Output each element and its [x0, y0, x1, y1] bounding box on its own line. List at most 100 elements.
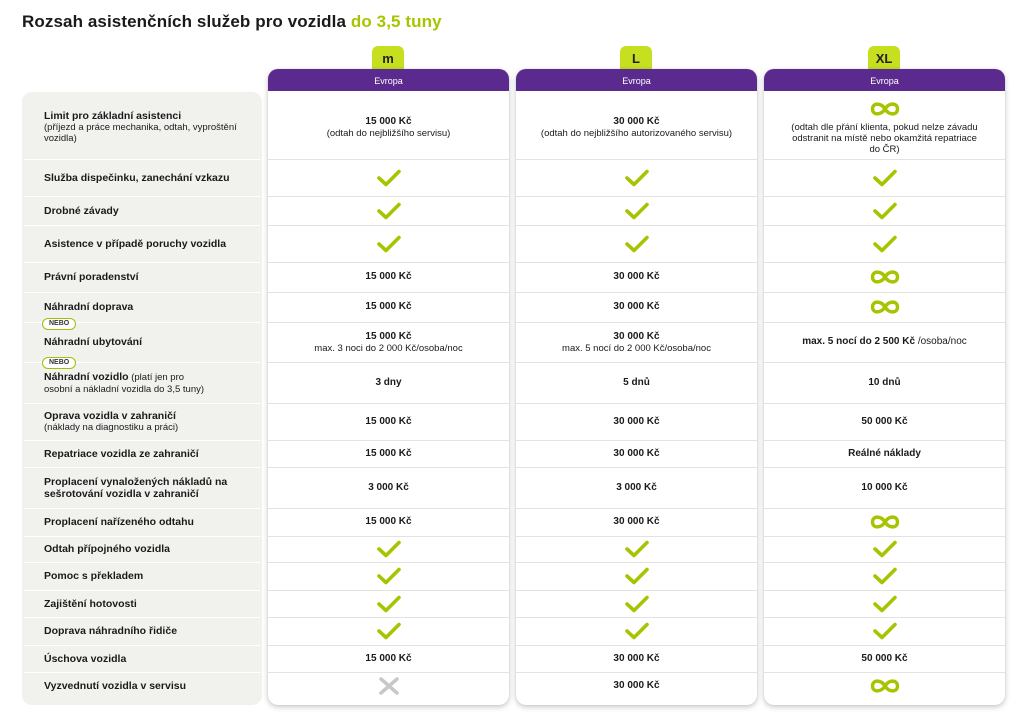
limit-value: 30 000 Kč [613, 271, 660, 282]
limit-value: Reálné náklady [848, 447, 921, 459]
plan-cell [764, 292, 1005, 322]
check-icon [872, 202, 897, 219]
limit-note: max. 5 nocí do 2 000 Kč/osoba/noc [562, 342, 711, 354]
limit-value: 30 000 Kč [613, 652, 660, 664]
row-divider [24, 590, 260, 591]
plan-cell: 15 000 Kč (odtah do nejbližšího servisu) [268, 95, 509, 159]
table-row: Náhradní vozidlo (platí jen pro osobní a … [0, 363, 984, 403]
limit-value: 15 000 Kč [365, 652, 412, 664]
plan-cell: 15 000 Kč [268, 645, 509, 672]
row-divider [24, 196, 260, 197]
row-divider [24, 467, 260, 468]
check-icon [376, 595, 401, 612]
feature-name: Odtah přípojného vozidla [44, 543, 170, 555]
check-icon [376, 202, 401, 219]
row-divider [516, 617, 757, 618]
limit-value: 5 dnů [623, 377, 650, 388]
plan-cell [268, 225, 509, 262]
feature-name: Proplacení vynaložených nákladů na sešro… [44, 475, 228, 500]
plan-cell: 30 000 Kč [516, 508, 757, 536]
or-badge: NEBO [42, 357, 77, 369]
infinity-icon [870, 300, 899, 314]
table-row: Oprava vozidla v zahraničí (náklady na d… [0, 403, 984, 440]
limit-value: 30 000 Kč [613, 301, 660, 312]
table-row: Vyzvednutí vozidla v servisu 30 000 Kč [0, 672, 984, 700]
row-divider [516, 262, 757, 263]
row-divider [24, 508, 260, 509]
feature-label: Vyzvednutí vozidla v servisu [44, 672, 249, 700]
row-divider [24, 159, 260, 160]
feature-note: (platí jen pro [128, 372, 185, 383]
feature-label: Oprava vozidla v zahraničí (náklady na d… [44, 403, 249, 440]
feature-label: Proplacení nařízeného odtahu [44, 508, 249, 536]
plan-cell: 15 000 Kč max. 3 noci do 2 000 Kč/osoba/n… [268, 322, 509, 362]
plan-cell [764, 196, 1005, 225]
row-divider [516, 292, 757, 293]
feature-name: Proplacení nařízeného odtahu [44, 516, 194, 528]
row-divider [268, 562, 509, 563]
row-divider [764, 508, 1005, 509]
row-divider [516, 562, 757, 563]
feature-name: Repatriace vozidla ze zahraničí [44, 447, 199, 460]
plan-cell: 50 000 Kč [764, 645, 1005, 672]
plan-cell [516, 225, 757, 262]
plan-region-header: Evropa [516, 69, 757, 91]
check-icon [376, 622, 401, 640]
feature-name: Pomoc s překladem [44, 570, 144, 582]
plan-column-m: Evropa [268, 69, 509, 705]
row-divider [764, 590, 1005, 591]
plan-cell [764, 262, 1005, 292]
row-divider [516, 225, 757, 226]
limit-line: max. 5 nocí do 2 500 Kč /osoba/noc [802, 336, 967, 348]
row-divider [764, 292, 1005, 293]
plan-cell [764, 617, 1005, 645]
check-icon [376, 235, 401, 252]
feature-name: Doprava náhradního řidiče [44, 625, 178, 637]
table-row: Náhradní doprava 15 000 Kč 30 000 Kč [0, 292, 984, 322]
plan-cell [268, 617, 509, 645]
check-icon [624, 169, 649, 187]
plan-cell [764, 672, 1005, 700]
table-row: Odtah přípojného vozidla [0, 536, 984, 562]
check-icon [376, 540, 401, 558]
infinity-icon [870, 679, 899, 693]
row-divider [268, 403, 509, 404]
row-divider [516, 440, 757, 441]
table-row: Doprava náhradního řidiče [0, 617, 984, 645]
plan-cell [268, 590, 509, 617]
feature-label: Pomoc s překladem [44, 562, 249, 590]
table-row: Právní poradenství 15 000 Kč 30 000 Kč [0, 262, 984, 292]
table-row: Náhradní ubytování 15 000 Kč max. 3 noci d… [0, 322, 984, 362]
row-divider [268, 362, 509, 363]
plan-cell [268, 672, 509, 700]
plan-tab-l: L [620, 46, 652, 70]
feature-label: Asistence v případě poruchy vozidla [44, 225, 249, 262]
plan-cell [516, 160, 757, 196]
limit-value: 30 000 Kč [613, 447, 660, 459]
limit-value: 3 000 Kč [368, 481, 409, 493]
limit-value: 50 000 Kč [861, 415, 908, 427]
plan-cell: 15 000 Kč [268, 292, 509, 322]
row-divider [516, 590, 757, 591]
row-divider [24, 292, 260, 293]
row-divider [764, 672, 1005, 673]
limit-value: 30 000 Kč [613, 330, 660, 342]
feature-label: Repatriace vozidla ze zahraničí [44, 440, 249, 467]
limit-value: 15 000 Kč [365, 330, 412, 342]
page-title: Rozsah asistenčních služeb pro vozidla d… [22, 12, 442, 32]
plan-tab-m: m [372, 46, 404, 70]
feature-name: Právní poradenství [44, 271, 139, 283]
feature-label: Odtah přípojného vozidla [44, 536, 249, 562]
check-icon [872, 235, 897, 252]
feature-label: Doprava náhradního řidiče [44, 617, 249, 645]
row-divider [764, 262, 1005, 263]
plan-cell: 30 000 Kč [516, 403, 757, 440]
plan-cell [268, 160, 509, 196]
plan-cell: 30 000 Kč [516, 440, 757, 467]
limit-value: 30 000 Kč [613, 516, 660, 527]
check-icon [624, 595, 649, 612]
check-icon [872, 169, 897, 187]
row-divider [268, 536, 509, 537]
table-row: Proplacení nařízeného odtahu 15 000 Kč 30 … [0, 508, 984, 536]
row-divider [24, 672, 260, 673]
